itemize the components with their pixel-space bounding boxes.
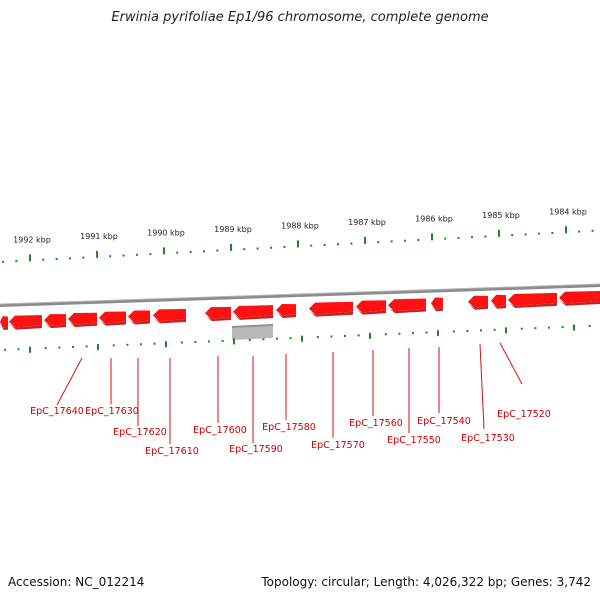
gene-arrow bbox=[388, 298, 426, 312]
gene-label[interactable]: EpC_17550 bbox=[387, 435, 441, 446]
map-title: Erwinia pyrifoliae Ep1/96 chromosome, co… bbox=[111, 10, 489, 25]
scale-label: 1987 kbp bbox=[348, 218, 386, 227]
gene-arrow-shadow bbox=[206, 316, 231, 322]
gene-label[interactable]: EpC_17620 bbox=[113, 427, 167, 438]
gene-arrow bbox=[99, 311, 126, 324]
gene-arrow bbox=[508, 292, 557, 307]
scale-labels: 1992 kbp 1991 kbp 1990 kbp 1989 kbp 1988 kbp… bbox=[13, 207, 587, 244]
gene-arrow bbox=[68, 312, 97, 326]
gene-label[interactable]: EpC_17520 bbox=[497, 409, 551, 420]
gene-label[interactable]: EpC_17560 bbox=[349, 418, 403, 429]
gene-arrow-shadow bbox=[432, 306, 443, 312]
scale-label: 1984 kbp bbox=[549, 207, 587, 216]
gene-arrow-shadow bbox=[509, 302, 557, 309]
gene-arrow bbox=[153, 308, 186, 322]
gene-label[interactable]: EpC_17530 bbox=[461, 433, 515, 444]
gene-leader-lines bbox=[56, 342, 523, 444]
gene-arrow bbox=[233, 305, 273, 318]
gene-arrow-shadow bbox=[100, 320, 126, 326]
gene-arrow bbox=[276, 304, 296, 317]
leader-line bbox=[479, 343, 485, 430]
gene-arrow bbox=[0, 316, 8, 328]
gene-label[interactable]: EpC_17630 bbox=[85, 406, 139, 417]
scale-label: 1985 kbp bbox=[482, 211, 520, 220]
scale-label: 1990 kbp bbox=[147, 228, 185, 237]
gene-arrow-shadow bbox=[129, 319, 150, 325]
accession-info: Accession: NC_012214 bbox=[8, 575, 144, 589]
scale-ticks-outer bbox=[2, 226, 594, 263]
leader-line bbox=[56, 357, 83, 406]
gene-arrow-shadow bbox=[45, 323, 66, 329]
gene-arrow-shadow bbox=[10, 324, 42, 330]
accession-value: NC_012214 bbox=[75, 575, 145, 589]
gene-arrow-shadow bbox=[234, 314, 273, 320]
gene-arrow bbox=[44, 314, 66, 327]
accession-label: Accession: bbox=[8, 575, 72, 589]
gene-label[interactable]: EpC_17640 bbox=[30, 406, 84, 417]
gray-feature-block bbox=[232, 326, 273, 340]
gene-track bbox=[0, 291, 600, 340]
gene-arrow-shadow bbox=[277, 313, 296, 319]
gene-arrow bbox=[491, 294, 506, 307]
gene-arrow bbox=[559, 291, 600, 304]
chromosome-arc-highlight bbox=[0, 283, 600, 305]
gene-arrow-shadow bbox=[469, 304, 488, 310]
gene-arrow bbox=[431, 297, 443, 310]
gene-arrow-shadow bbox=[357, 309, 386, 315]
scale-label: 1991 kbp bbox=[80, 232, 118, 241]
gene-label[interactable]: EpC_17600 bbox=[193, 425, 247, 436]
gene-label[interactable]: EpC_17590 bbox=[229, 444, 283, 455]
gene-arrow bbox=[356, 300, 386, 313]
gene-arrow bbox=[309, 301, 353, 315]
scale-ticks-inner bbox=[4, 324, 591, 353]
gene-arrow-shadow bbox=[310, 311, 353, 317]
chromosome-arc bbox=[0, 284, 600, 307]
chromosome-backbone bbox=[0, 283, 600, 307]
gene-arrow-shadow bbox=[69, 322, 97, 328]
gene-arrow-shadow bbox=[492, 303, 506, 309]
gene-label[interactable]: EpC_17570 bbox=[311, 440, 365, 451]
gene-arrow-shadow bbox=[154, 318, 186, 324]
gene-label[interactable]: EpC_17580 bbox=[262, 422, 316, 433]
gene-labels: EpC_17640 EpC_17630 EpC_17620 EpC_17610 EpC_… bbox=[30, 406, 551, 457]
leader-line bbox=[499, 342, 523, 385]
scale-label: 1992 kbp bbox=[13, 235, 51, 244]
scale-label: 1989 kbp bbox=[214, 225, 252, 234]
gene-arrow-shadow bbox=[389, 308, 426, 314]
gene-arrow-shadow bbox=[1, 325, 8, 330]
genome-summary: Topology: circular; Length: 4,026,322 bp… bbox=[261, 575, 591, 589]
gene-arrow bbox=[205, 306, 231, 320]
gene-label[interactable]: EpC_17540 bbox=[417, 416, 471, 427]
gene-arrow-shadow bbox=[560, 300, 600, 306]
scale-label: 1988 kbp bbox=[281, 221, 319, 230]
gray-feature-edge bbox=[232, 324, 273, 328]
gene-label[interactable]: EpC_17610 bbox=[145, 446, 199, 457]
gene-arrow bbox=[468, 295, 488, 308]
gene-arrow bbox=[9, 315, 42, 328]
gene-arrow bbox=[128, 310, 150, 323]
scale-label: 1986 kbp bbox=[415, 214, 453, 223]
